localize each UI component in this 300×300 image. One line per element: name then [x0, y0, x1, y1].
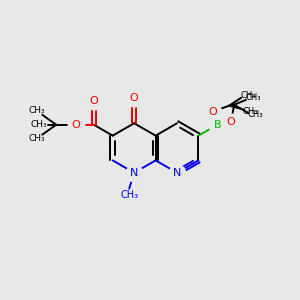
- Text: O: O: [72, 120, 80, 130]
- Text: O: O: [227, 117, 236, 127]
- Text: CH₃: CH₃: [245, 93, 261, 102]
- Text: O: O: [208, 107, 217, 117]
- Text: CH₃: CH₃: [28, 106, 45, 116]
- Text: CH₃: CH₃: [247, 110, 263, 119]
- Text: B: B: [214, 120, 221, 130]
- Text: CH₃: CH₃: [120, 190, 138, 200]
- Text: CH₃: CH₃: [242, 107, 258, 116]
- Text: CH₃: CH₃: [30, 120, 47, 129]
- Text: CH₃: CH₃: [28, 134, 45, 143]
- Text: CH₃: CH₃: [241, 91, 256, 100]
- Text: O: O: [89, 96, 98, 106]
- Text: N: N: [173, 168, 181, 178]
- Text: O: O: [130, 94, 139, 103]
- Text: N: N: [130, 168, 138, 178]
